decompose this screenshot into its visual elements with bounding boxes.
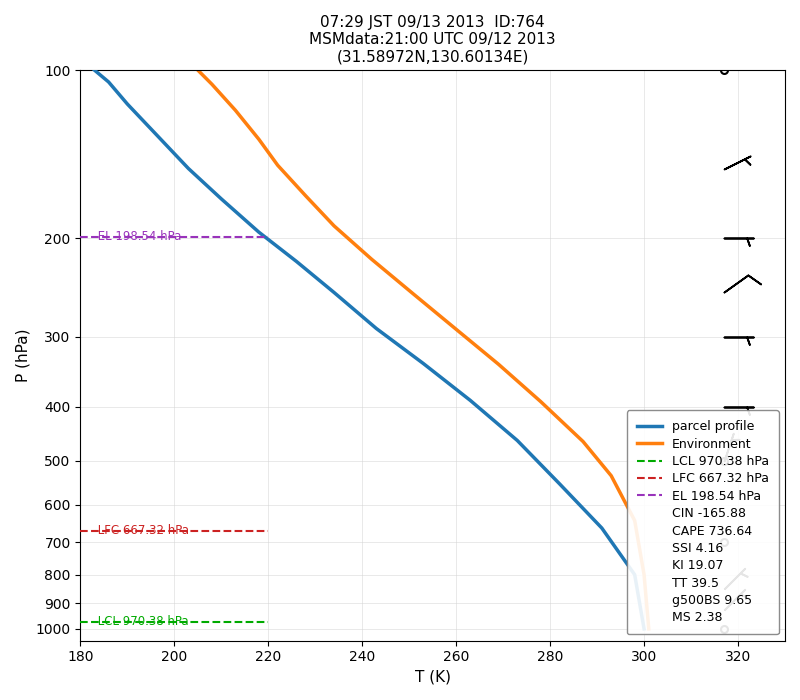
Environment: [639, 570, 649, 579]
Environment: [367, 255, 377, 263]
parcel profile: [150, 130, 160, 138]
LCL 970.38 hPa: [76, 617, 86, 626]
Environment: [578, 438, 588, 446]
parcel profile: [104, 78, 114, 86]
Legend: parcel profile, Environment, LCL 970.38 hPa, LFC 667.32 hPa, EL 198.54 hPa, CIN : parcel profile, Environment, LCL 970.38 …: [626, 410, 778, 634]
Environment: [644, 624, 654, 633]
LFC 667.32 hPa: [76, 526, 86, 535]
Environment: [330, 222, 339, 230]
LCL 970.38 hPa: [263, 617, 273, 626]
Text: LFC 667.32 hPa: LFC 667.32 hPa: [94, 524, 190, 537]
Environment: [301, 192, 310, 200]
X-axis label: T (K): T (K): [414, 670, 450, 685]
parcel profile: [122, 100, 132, 108]
parcel profile: [554, 480, 564, 488]
parcel profile: [418, 359, 428, 368]
Environment: [273, 161, 282, 169]
parcel profile: [254, 228, 264, 237]
Line: Environment: Environment: [198, 70, 649, 629]
LFC 667.32 hPa: [263, 526, 273, 535]
Environment: [230, 106, 240, 115]
Environment: [606, 472, 616, 480]
EL 198.54 hPa: [263, 232, 273, 241]
parcel profile: [597, 524, 606, 532]
Line: parcel profile: parcel profile: [94, 70, 644, 629]
Y-axis label: P (hPa): P (hPa): [15, 329, 30, 382]
Environment: [193, 66, 202, 74]
Environment: [409, 290, 418, 299]
parcel profile: [184, 164, 194, 173]
parcel profile: [371, 324, 381, 332]
Environment: [451, 325, 461, 333]
parcel profile: [466, 396, 475, 405]
EL 198.54 hPa: [76, 232, 86, 241]
parcel profile: [513, 436, 522, 445]
parcel profile: [330, 288, 339, 297]
Environment: [254, 135, 264, 143]
parcel profile: [292, 258, 302, 266]
Environment: [207, 80, 217, 88]
parcel profile: [217, 195, 226, 203]
Environment: [630, 517, 639, 525]
parcel profile: [639, 624, 649, 633]
Environment: [494, 360, 503, 368]
parcel profile: [90, 66, 99, 74]
Title: 07:29 JST 09/13 2013  ID:764
MSMdata:21:00 UTC 09/12 2013
(31.58972N,130.60134E): 07:29 JST 09/13 2013 ID:764 MSMdata:21:0…: [310, 15, 556, 65]
Text: LCL 970.38 hPa: LCL 970.38 hPa: [94, 615, 189, 628]
Environment: [536, 398, 546, 406]
parcel profile: [630, 570, 639, 579]
Text: EL 198.54 hPa: EL 198.54 hPa: [94, 230, 182, 243]
